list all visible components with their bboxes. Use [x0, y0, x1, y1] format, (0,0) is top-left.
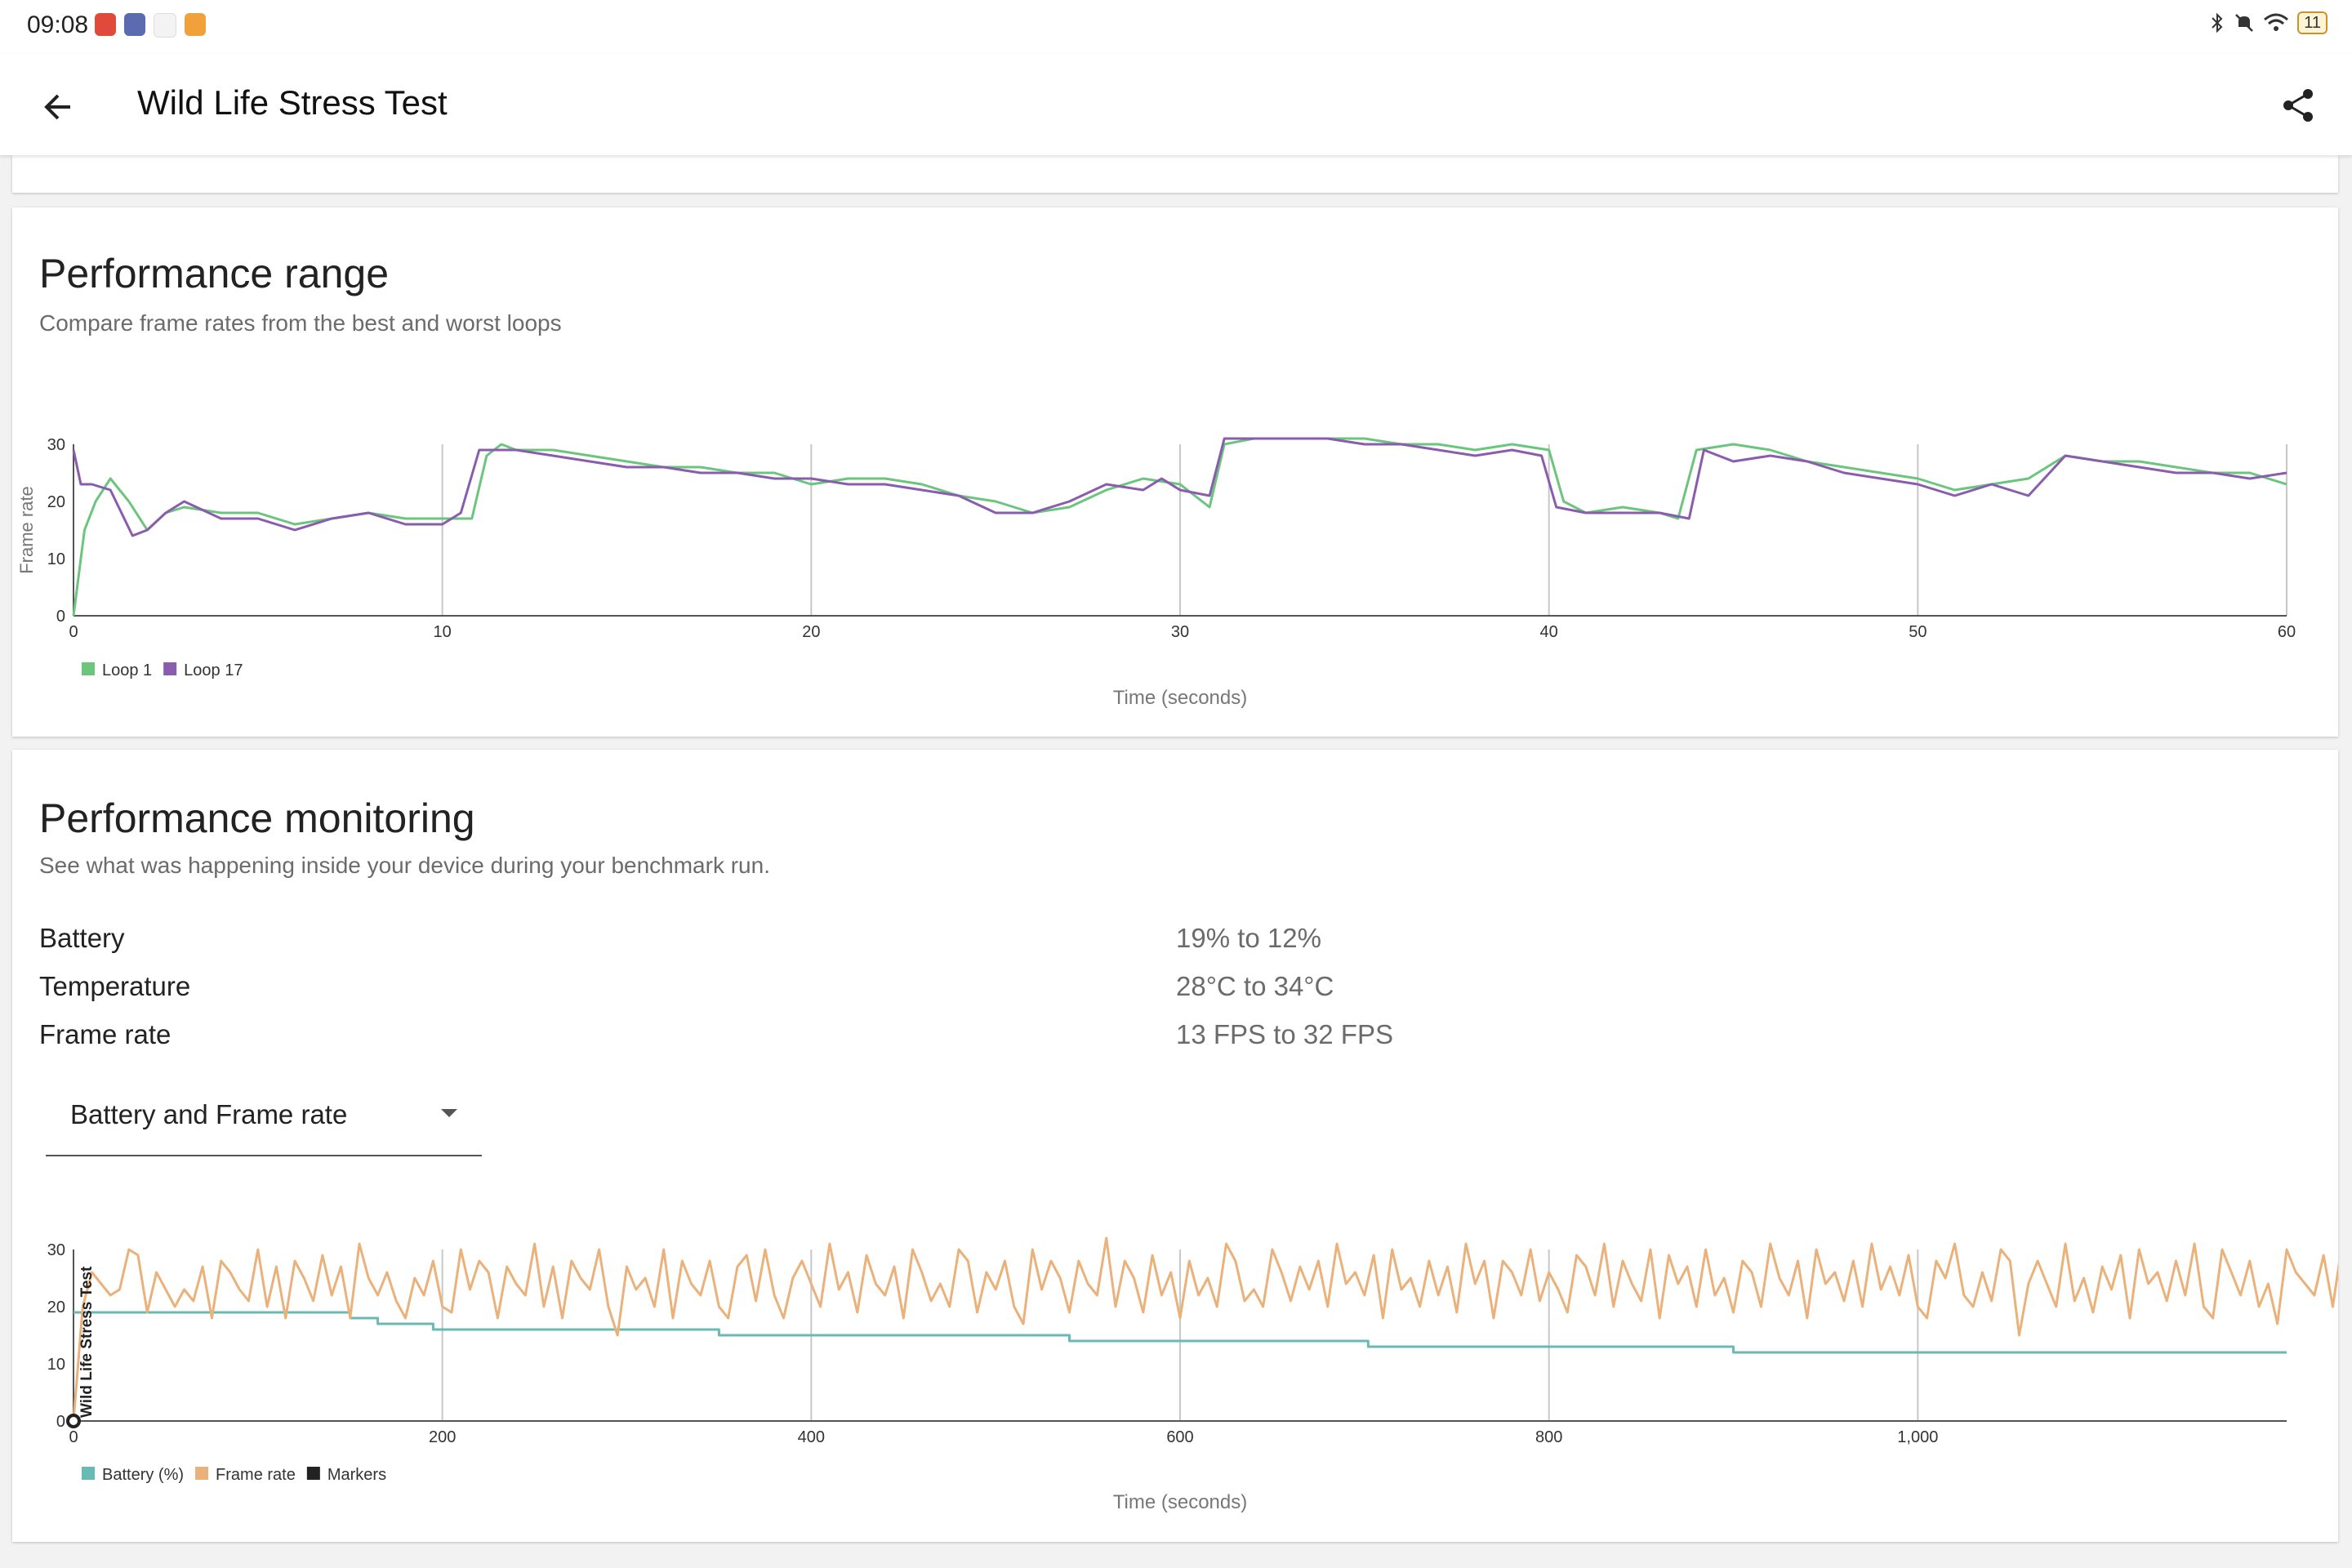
status-bar: 09:08 11 [0, 0, 2352, 54]
x-tick-label: 800 [1535, 1428, 1562, 1446]
legend-label-frame-rate: Frame rate [216, 1466, 296, 1484]
legend-swatch-loop-1 [82, 662, 95, 675]
x-tick-label: 20 [802, 623, 820, 641]
marker-label: Wild Life Stress Test [78, 1266, 96, 1418]
series-line-frame-rate [72, 1236, 2338, 1422]
x-tick-label: 1,000 [1897, 1428, 1938, 1446]
legend-label-loop-17: Loop 17 [184, 662, 243, 679]
back-arrow-icon[interactable] [38, 87, 78, 127]
x-tick-label: 400 [798, 1428, 825, 1446]
legend-swatch-markers [306, 1467, 320, 1480]
wifi-icon [2264, 13, 2289, 31]
y-tick-label: 30 [47, 1241, 65, 1259]
marker-point [66, 1414, 81, 1428]
notification-icons [95, 13, 206, 38]
performance-monitoring-card: Performance monitoring See what was happ… [12, 750, 2338, 1542]
performance-range-card: Performance range Compare frame rates fr… [12, 207, 2338, 737]
chart-type-dropdown[interactable]: Battery and Frame rate [46, 1076, 482, 1156]
battery-indicator: 11 [2297, 11, 2328, 34]
x-tick-label: 0 [69, 1428, 78, 1446]
y-tick-label: 20 [47, 493, 65, 511]
mute-icon [2235, 14, 2254, 32]
legend-label-battery: Battery (%) [102, 1466, 184, 1484]
series-line-battery [74, 1311, 2287, 1354]
app-bar: Wild Life Stress Test [0, 54, 2352, 155]
x-tick-label: 600 [1166, 1428, 1193, 1446]
metric-label-temperature: Temperature [39, 971, 191, 1001]
metric-label-frame-rate: Frame rate [39, 1019, 172, 1049]
y-tick-label: 10 [47, 1356, 65, 1374]
bluetooth-icon [2212, 12, 2223, 33]
legend-label-loop-1: Loop 1 [102, 662, 152, 679]
x-tick-label: 30 [1171, 623, 1189, 641]
performance-monitoring-title: Performance monitoring [39, 795, 475, 841]
x-tick-label: 60 [2278, 623, 2296, 641]
performance-range-subtitle: Compare frame rates from the best and wo… [39, 310, 562, 336]
x-tick-label: 40 [1540, 623, 1558, 641]
app-notification-icon [95, 13, 116, 36]
legend-swatch-frame-rate [195, 1467, 209, 1480]
y-tick-label: 0 [56, 608, 65, 626]
y-tick-label: 0 [56, 1413, 65, 1431]
dropdown-caret-icon [441, 1109, 457, 1117]
status-time: 09:08 [27, 11, 89, 38]
x-tick-label: 50 [1909, 623, 1927, 641]
status-indicators: 11 [2209, 11, 2328, 34]
performance-monitoring-chart: 0 200 400 600 800 1,000 0 10 20 30 Time (seconds) B… [47, 1236, 2338, 1513]
metric-value-temperature: 28°C to 34°C [1176, 971, 1334, 1001]
x-tick-label: 200 [429, 1428, 456, 1446]
legend-swatch-battery [82, 1467, 95, 1480]
y-axis-label: Frame rate [16, 486, 37, 574]
metric-label-battery: Battery [39, 923, 125, 953]
series-line-loop-17 [72, 437, 2287, 537]
calendar-notification-icon [154, 13, 176, 38]
previous-card [12, 155, 2338, 193]
legend-label-markers: Markers [327, 1466, 386, 1484]
performance-range-chart: 0 10 20 30 40 50 60 0 10 20 30 Frame rate Time (seco… [16, 436, 2296, 709]
performance-range-title: Performance range [39, 251, 390, 296]
metric-value-frame-rate: 13 FPS to 32 FPS [1176, 1019, 1393, 1049]
y-tick-label: 20 [47, 1298, 65, 1316]
y-tick-label: 10 [47, 550, 65, 568]
x-tick-label: 10 [434, 623, 452, 641]
dropdown-selected-label: Battery and Frame rate [70, 1099, 348, 1129]
y-tick-label: 30 [47, 436, 65, 454]
x-axis-label: Time (seconds) [1113, 687, 1247, 709]
share-icon[interactable] [2278, 85, 2319, 126]
memo-notification-icon [185, 13, 206, 36]
settings-notification-icon [124, 13, 145, 36]
x-tick-label: 0 [69, 623, 78, 641]
performance-monitoring-subtitle: See what was happening inside your devic… [39, 853, 770, 878]
x-axis-label: Time (seconds) [1113, 1491, 1247, 1513]
page-title: Wild Life Stress Test [137, 83, 448, 122]
metric-value-battery: 19% to 12% [1176, 923, 1321, 953]
legend-swatch-loop-17 [163, 662, 177, 675]
